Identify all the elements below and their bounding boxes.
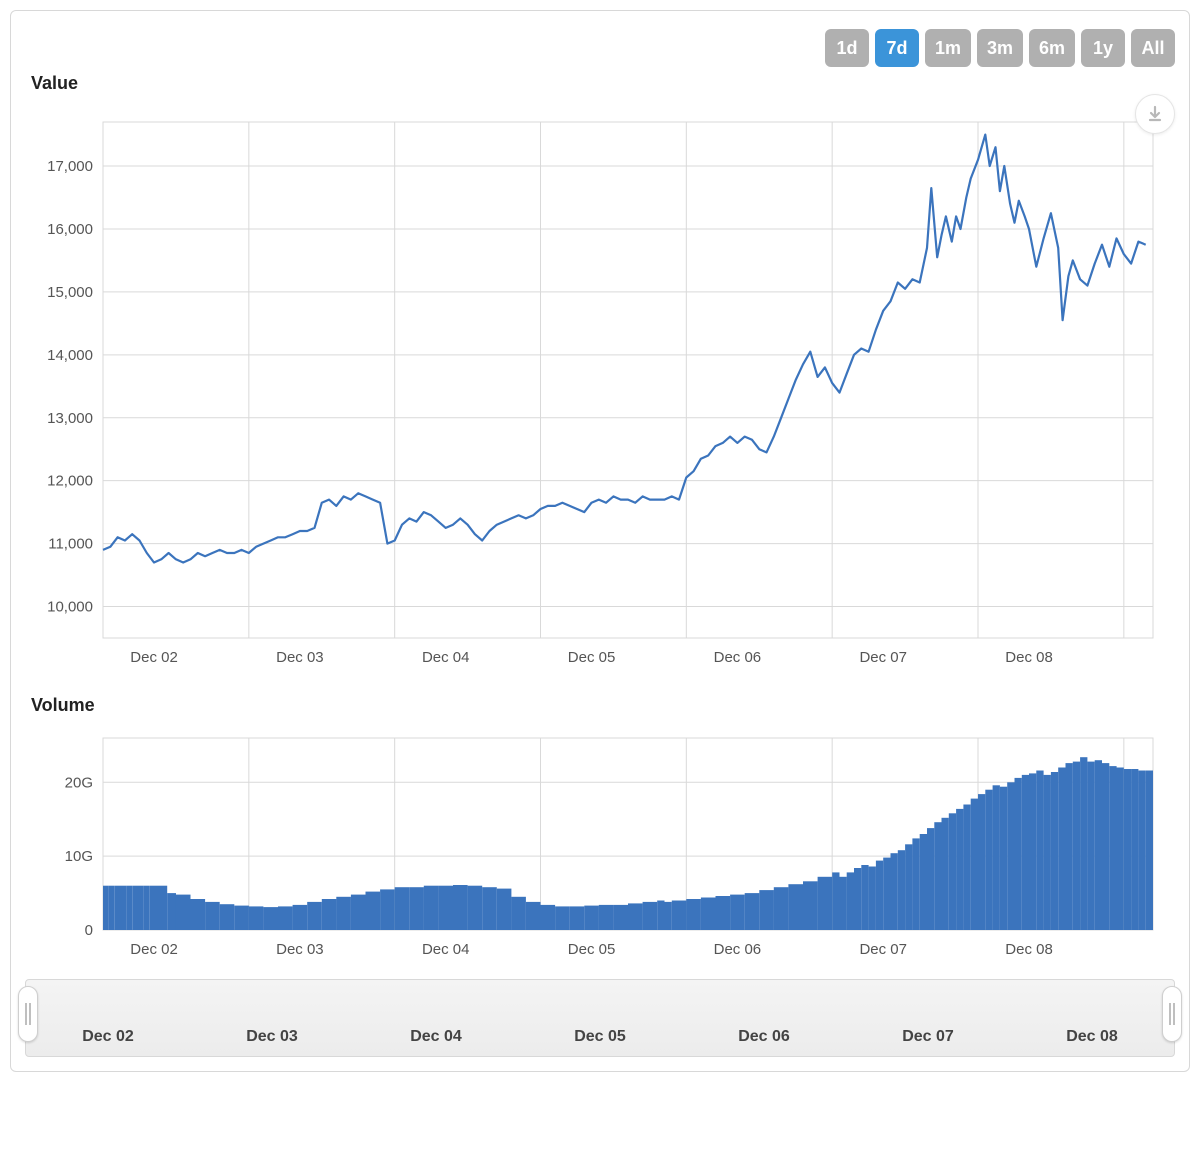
svg-text:Dec 06: Dec 06 xyxy=(714,649,762,666)
svg-text:Dec 05: Dec 05 xyxy=(568,941,616,958)
svg-text:16,000: 16,000 xyxy=(47,221,93,238)
svg-text:17,000: 17,000 xyxy=(47,158,93,175)
svg-text:11,000: 11,000 xyxy=(48,536,93,553)
svg-text:0: 0 xyxy=(85,922,93,939)
svg-text:14,000: 14,000 xyxy=(47,347,93,364)
range-btn-3m[interactable]: 3m xyxy=(977,29,1023,67)
svg-text:10,000: 10,000 xyxy=(47,599,93,616)
svg-text:Dec 08: Dec 08 xyxy=(1005,649,1053,666)
svg-text:15,000: 15,000 xyxy=(47,284,93,301)
download-icon xyxy=(1146,105,1164,123)
scrubber-labels: Dec 02Dec 03Dec 04Dec 05Dec 06Dec 07Dec … xyxy=(26,1028,1174,1046)
export-button[interactable] xyxy=(1135,94,1175,134)
range-btn-7d[interactable]: 7d xyxy=(875,29,919,67)
svg-text:Dec 04: Dec 04 xyxy=(422,649,470,666)
value-chart: 10,000 11,000 12,000 13,000 14,000 15,000 16,0… xyxy=(25,98,1165,678)
chart-panel: 1d7d1m3m6m1yAll Value 10,000 11,000 12,000… xyxy=(10,10,1190,1072)
time-scrubber[interactable]: Dec 02Dec 03Dec 04Dec 05Dec 06Dec 07Dec … xyxy=(25,979,1175,1057)
svg-text:12,000: 12,000 xyxy=(47,473,93,490)
scrubber-label: Dec 07 xyxy=(846,1028,1010,1046)
scrubber-label: Dec 05 xyxy=(518,1028,682,1046)
svg-text:Dec 03: Dec 03 xyxy=(276,649,324,666)
svg-text:Dec 08: Dec 08 xyxy=(1005,941,1053,958)
svg-text:20G: 20G xyxy=(65,774,93,791)
svg-text:Dec 06: Dec 06 xyxy=(714,941,762,958)
svg-text:Dec 07: Dec 07 xyxy=(859,649,907,666)
svg-text:13,000: 13,000 xyxy=(47,410,93,427)
volume-chart: 0 10G 20G Dec 02 Dec 03 Dec 04 Dec 05 Dec 06 Dec… xyxy=(25,720,1165,970)
scrubber-label: Dec 08 xyxy=(1010,1028,1174,1046)
range-btn-6m[interactable]: 6m xyxy=(1029,29,1075,67)
svg-text:Dec 05: Dec 05 xyxy=(568,649,616,666)
scrubber-label: Dec 04 xyxy=(354,1028,518,1046)
svg-text:Dec 04: Dec 04 xyxy=(422,941,470,958)
svg-text:10G: 10G xyxy=(65,848,93,865)
range-selector: 1d7d1m3m6m1yAll xyxy=(25,29,1175,67)
scrubber-label: Dec 02 xyxy=(26,1028,190,1046)
range-btn-1m[interactable]: 1m xyxy=(925,29,971,67)
range-btn-all[interactable]: All xyxy=(1131,29,1175,67)
volume-chart-title: Volume xyxy=(31,695,1175,716)
svg-text:Dec 02: Dec 02 xyxy=(130,649,178,666)
scrubber-label: Dec 03 xyxy=(190,1028,354,1046)
svg-text:Dec 03: Dec 03 xyxy=(276,941,324,958)
scrubber-label: Dec 06 xyxy=(682,1028,846,1046)
svg-text:Dec 02: Dec 02 xyxy=(130,941,178,958)
range-btn-1d[interactable]: 1d xyxy=(825,29,869,67)
svg-text:Dec 07: Dec 07 xyxy=(859,941,907,958)
value-chart-title: Value xyxy=(31,73,1175,94)
range-btn-1y[interactable]: 1y xyxy=(1081,29,1125,67)
value-chart-wrap: 10,000 11,000 12,000 13,000 14,000 15,000 16,0… xyxy=(25,94,1175,683)
